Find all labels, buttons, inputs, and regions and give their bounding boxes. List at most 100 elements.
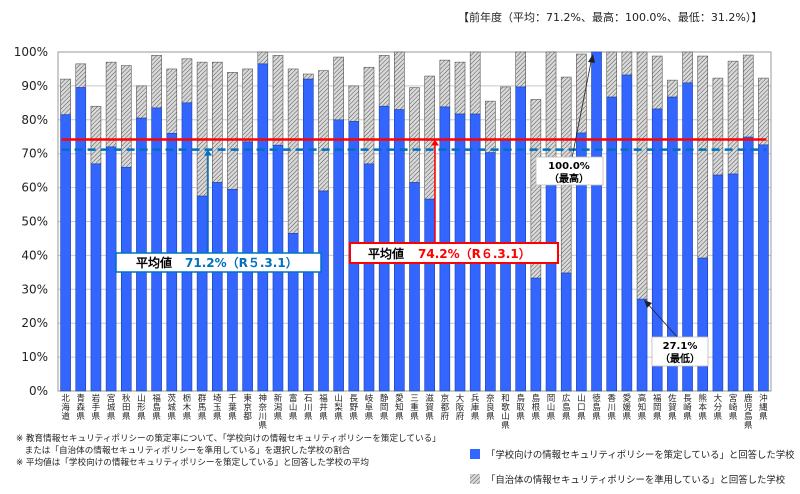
x-tick-label: 島 xyxy=(562,402,571,413)
x-tick-label: 京 xyxy=(243,402,252,413)
arrowhead-icon xyxy=(644,300,652,308)
x-tick-label: 埼 xyxy=(213,393,222,404)
x-tick-label: 県 xyxy=(729,412,738,422)
x-tick-label: 奈 xyxy=(259,402,268,413)
x-tick-label: 県 xyxy=(152,412,161,422)
x-tick-label: 県 xyxy=(714,412,723,422)
bar-segment-municipal-policy xyxy=(90,105,102,165)
x-tick-label: 良 xyxy=(486,402,495,413)
x-tick-label: 県 xyxy=(425,412,434,422)
bar-segment-municipal-policy xyxy=(712,77,724,176)
legend-swatch-blue xyxy=(470,449,480,459)
x-tick-label: 形 xyxy=(137,403,146,413)
x-tick-label: 県 xyxy=(653,412,662,422)
x-tick-label: 静 xyxy=(380,393,389,404)
y-tick-label: 90% xyxy=(21,79,48,93)
x-tick-label: 県 xyxy=(365,412,374,422)
x-tick-label: 北 xyxy=(61,394,70,404)
x-tick-label: 佐 xyxy=(668,393,677,404)
x-tick-label: 愛 xyxy=(623,393,632,404)
bar-segment-municipal-policy xyxy=(409,87,420,183)
x-tick-label: 阜 xyxy=(365,402,374,413)
x-tick-label: 野 xyxy=(350,403,359,413)
x-tick-label: 山 xyxy=(289,402,298,413)
x-tick-label: 長 xyxy=(350,394,359,404)
bar-segment-municipal-policy xyxy=(272,55,284,146)
bar-segment-municipal-policy xyxy=(166,68,178,134)
x-tick-label: 県 xyxy=(638,412,647,422)
label-box-previous-average xyxy=(115,252,322,273)
x-tick-label: 石 xyxy=(304,394,313,404)
bar-segment-own-policy xyxy=(333,119,344,392)
x-tick-label: 香 xyxy=(607,393,616,404)
x-tick-label: 大 xyxy=(714,393,723,404)
x-tick-label: 兵 xyxy=(471,393,480,404)
x-tick-label: 岡 xyxy=(547,394,556,404)
y-tick-label: 20% xyxy=(21,316,48,330)
footnote-1: ※ 教育情報セキュリティポリシーの策定率について、「学校向けの情報セキュリティポ… xyxy=(16,434,441,444)
bar-segment-own-policy xyxy=(257,63,269,392)
bar-segment-municipal-policy xyxy=(727,60,739,175)
x-tick-label: 神 xyxy=(259,393,268,404)
x-tick-label: 福 xyxy=(152,393,161,404)
bar-segment-own-policy xyxy=(651,108,663,392)
x-tick-label: 賀 xyxy=(425,402,434,413)
x-tick-label: 都 xyxy=(441,403,450,413)
bar-segment-municipal-policy xyxy=(75,63,87,88)
x-tick-label: 媛 xyxy=(623,402,632,413)
x-tick-label: 森 xyxy=(76,402,85,413)
x-tick-label: 長 xyxy=(683,394,692,404)
bar-segment-municipal-policy xyxy=(303,73,314,80)
bar-segment-municipal-policy xyxy=(120,65,132,168)
x-tick-label: 県 xyxy=(592,412,601,422)
x-tick-label: 岡 xyxy=(653,403,662,413)
bar-segment-own-policy xyxy=(75,87,87,392)
arrowhead-icon xyxy=(204,149,212,156)
x-tick-label: 県 xyxy=(516,412,525,422)
x-tick-label: 群 xyxy=(198,393,207,404)
x-tick-label: 県 xyxy=(744,421,753,431)
pointer-max xyxy=(571,56,593,159)
x-tick-label: 富 xyxy=(289,393,298,404)
label-prefix: 平均値 xyxy=(136,255,172,270)
bar-segment-municipal-policy xyxy=(485,100,496,153)
bar-segment-municipal-policy xyxy=(636,51,648,300)
footnote-3: ※ 平均値は「学校向けの情報セキュリティポリシーを策定している」と回答した学校の… xyxy=(16,458,369,468)
x-tick-label: 岩 xyxy=(92,393,101,404)
bar-segment-municipal-policy xyxy=(469,51,481,115)
x-tick-label: 青 xyxy=(76,393,85,404)
bar-segment-own-policy xyxy=(712,174,724,392)
x-tick-label: 知 xyxy=(638,402,647,413)
x-tick-label: 賀 xyxy=(668,402,677,413)
bar-segment-own-policy xyxy=(515,86,526,392)
bar-segment-own-policy xyxy=(742,136,754,392)
x-tick-label: 島 xyxy=(744,411,753,422)
bar-segment-municipal-policy xyxy=(697,55,709,259)
x-tick-label: 海 xyxy=(61,402,70,413)
x-tick-label: 阪 xyxy=(456,403,465,413)
x-tick-label: 県 xyxy=(259,421,268,431)
previous-year-note: 【前年度（平均：71.2%、最高：100.0%、最低：31.2%）】 xyxy=(458,11,763,24)
x-tick-label: 京 xyxy=(441,393,450,404)
bar-segment-own-policy xyxy=(485,152,496,392)
x-tick-label: 庫 xyxy=(471,402,480,413)
x-tick-label: 県 xyxy=(107,412,116,422)
bar-segment-municipal-policy xyxy=(105,61,117,148)
footnote-2: または「自治体の情報セキュリティポリシーを準用している」を選択した学校の割合 xyxy=(16,446,351,456)
x-tick-label: 根 xyxy=(532,402,541,413)
label-value: 74.2%（R６.3.1） xyxy=(418,246,531,261)
bar-segment-own-policy xyxy=(667,96,678,392)
x-tick-label: 川 xyxy=(607,403,616,413)
bar-segment-municipal-policy xyxy=(682,51,693,84)
x-tick-label: 県 xyxy=(607,412,616,422)
x-tick-label: 鹿 xyxy=(744,393,753,404)
x-tick-label: 広 xyxy=(562,393,571,404)
y-tick-label: 40% xyxy=(21,248,48,262)
bar-segment-municipal-policy xyxy=(545,51,557,158)
x-tick-label: 崎 xyxy=(729,402,738,413)
y-tick-label: 100% xyxy=(14,45,48,59)
bar-segment-own-policy xyxy=(636,298,648,392)
x-tick-label: 県 xyxy=(668,412,677,422)
x-tick-label: 県 xyxy=(471,412,480,422)
x-tick-label: 鳥 xyxy=(516,393,525,404)
